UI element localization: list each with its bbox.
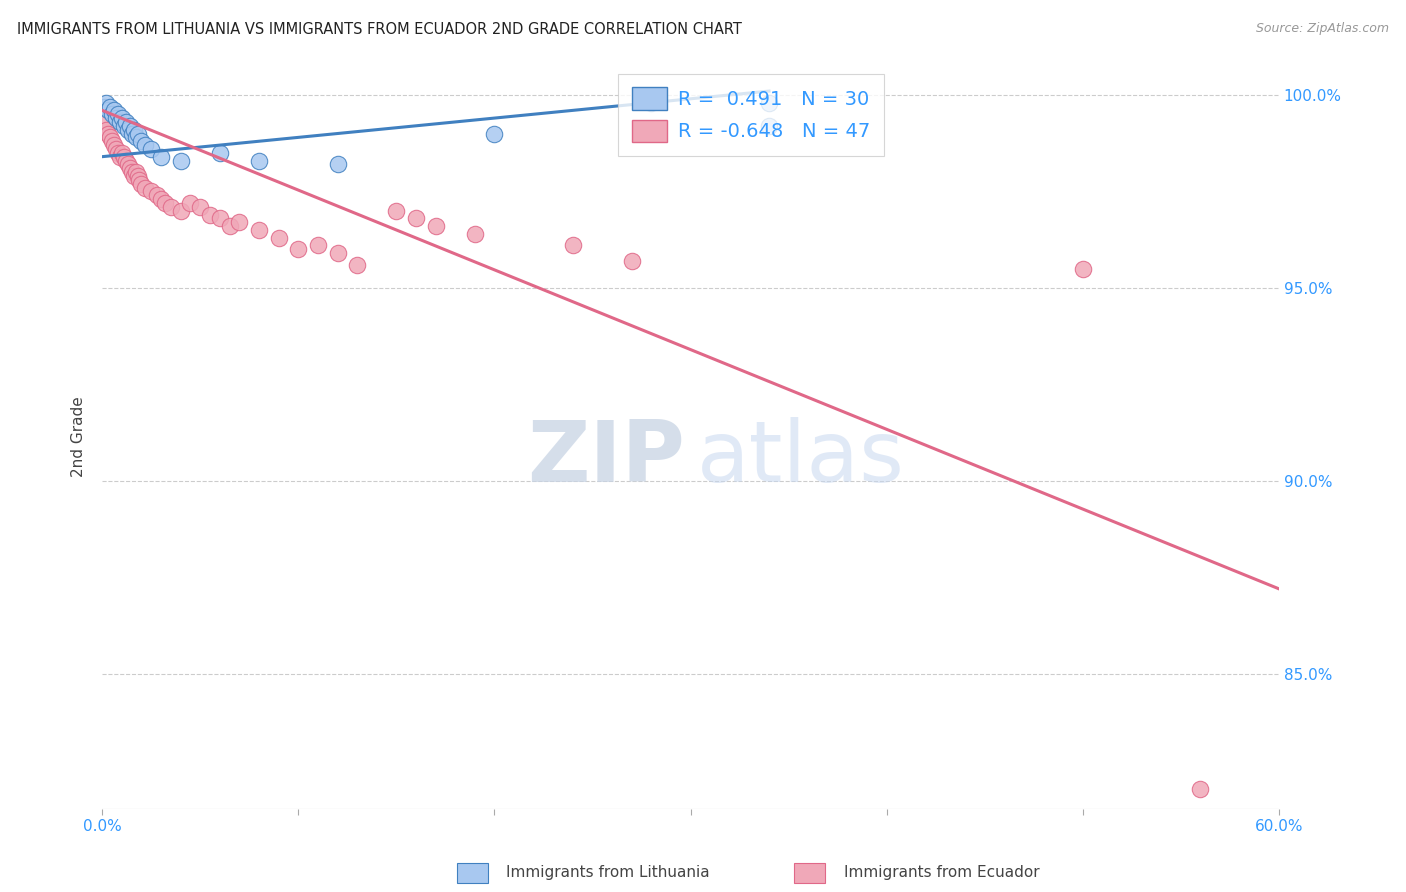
Point xyxy=(117,122,139,136)
Point xyxy=(169,203,191,218)
Point xyxy=(425,219,447,233)
Point xyxy=(127,127,149,141)
Point xyxy=(124,165,146,179)
Point xyxy=(98,99,121,113)
Point xyxy=(228,215,250,229)
Point xyxy=(146,188,169,202)
Point xyxy=(464,227,486,241)
Point xyxy=(93,115,115,129)
Point xyxy=(1189,782,1212,797)
Point xyxy=(326,246,349,260)
Text: Source: ZipAtlas.com: Source: ZipAtlas.com xyxy=(1256,22,1389,36)
Point xyxy=(94,95,117,110)
Point xyxy=(134,138,156,153)
Point xyxy=(128,173,150,187)
Point xyxy=(188,200,211,214)
Point xyxy=(141,142,163,156)
Point xyxy=(94,122,117,136)
Point xyxy=(267,230,290,244)
Point xyxy=(118,161,141,176)
Point xyxy=(111,145,134,160)
Point xyxy=(160,200,183,214)
Point xyxy=(385,203,408,218)
Point xyxy=(98,130,121,145)
Point xyxy=(111,111,134,125)
Point xyxy=(287,242,309,256)
Point xyxy=(118,119,141,133)
Point xyxy=(131,134,153,148)
Point xyxy=(107,145,129,160)
Point xyxy=(101,107,124,121)
Point xyxy=(101,134,124,148)
Point xyxy=(153,196,176,211)
Point xyxy=(179,196,201,211)
Point xyxy=(131,177,153,191)
Point xyxy=(114,153,136,168)
Point xyxy=(141,185,163,199)
Legend: R =  0.491   N = 30, R = -0.648   N = 47: R = 0.491 N = 30, R = -0.648 N = 47 xyxy=(617,74,884,155)
Point xyxy=(1071,261,1094,276)
Point xyxy=(108,150,131,164)
Point xyxy=(620,253,643,268)
Point xyxy=(97,127,120,141)
Point xyxy=(97,103,120,118)
Text: atlas: atlas xyxy=(696,417,904,500)
Point xyxy=(112,119,135,133)
Point xyxy=(124,130,146,145)
Point xyxy=(93,99,115,113)
Point xyxy=(307,238,329,252)
Point xyxy=(150,192,173,206)
Text: Immigrants from Lithuania: Immigrants from Lithuania xyxy=(506,865,710,880)
Point xyxy=(640,95,662,110)
Point xyxy=(758,95,780,110)
Point xyxy=(104,142,127,156)
Y-axis label: 2nd Grade: 2nd Grade xyxy=(72,396,86,477)
Point xyxy=(484,127,506,141)
Point xyxy=(103,103,125,118)
Point xyxy=(247,153,270,168)
Point xyxy=(218,219,240,233)
Point xyxy=(247,223,270,237)
Point xyxy=(198,208,221,222)
Point xyxy=(127,169,149,183)
Point xyxy=(112,150,135,164)
Point xyxy=(169,153,191,168)
Point xyxy=(103,138,125,153)
Point xyxy=(346,258,368,272)
Point xyxy=(122,169,145,183)
Point xyxy=(122,122,145,136)
Point xyxy=(150,150,173,164)
Point xyxy=(208,145,231,160)
Point xyxy=(405,211,427,226)
Point xyxy=(108,115,131,129)
Point xyxy=(121,127,143,141)
Text: Immigrants from Ecuador: Immigrants from Ecuador xyxy=(844,865,1039,880)
Point xyxy=(208,211,231,226)
Point xyxy=(758,119,780,133)
Point xyxy=(326,157,349,171)
Point xyxy=(134,180,156,194)
Point xyxy=(117,157,139,171)
Text: IMMIGRANTS FROM LITHUANIA VS IMMIGRANTS FROM ECUADOR 2ND GRADE CORRELATION CHART: IMMIGRANTS FROM LITHUANIA VS IMMIGRANTS … xyxy=(17,22,742,37)
Point xyxy=(104,111,127,125)
Point xyxy=(107,107,129,121)
Point xyxy=(561,238,583,252)
Text: ZIP: ZIP xyxy=(527,417,685,500)
Point xyxy=(121,165,143,179)
Point xyxy=(114,115,136,129)
